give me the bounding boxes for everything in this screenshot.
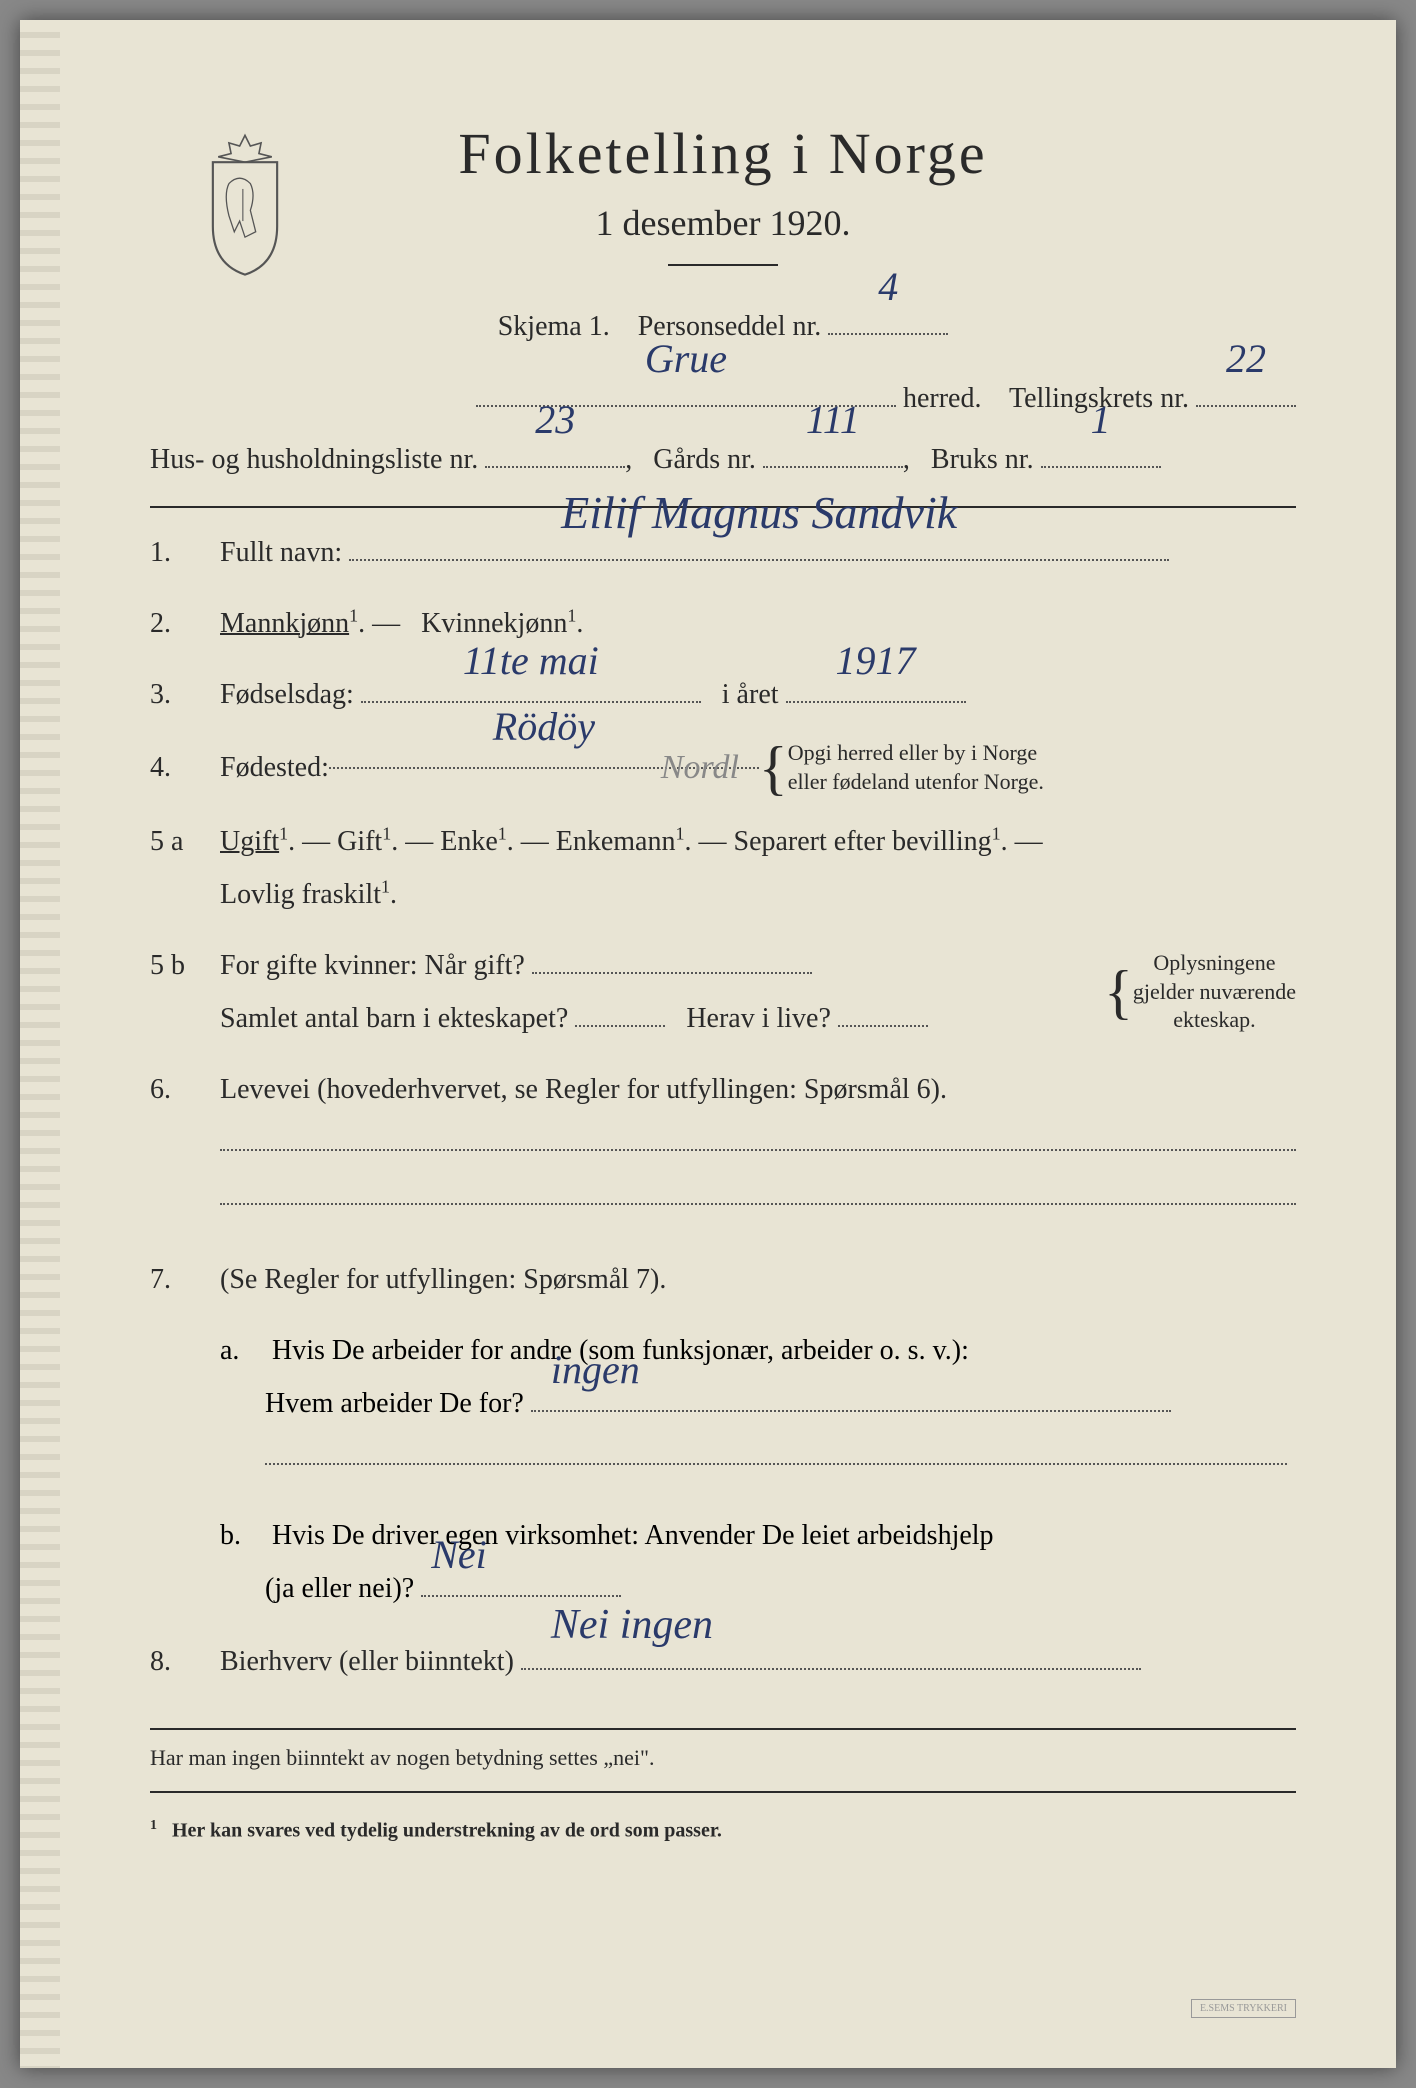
title-divider [668, 264, 778, 266]
census-form-page: Folketelling i Norge 1 desember 1920. Sk… [20, 20, 1396, 2068]
q7b-value: Nei [421, 1517, 621, 1593]
form-date: 1 desember 1920. [150, 202, 1296, 244]
q6-num: 6. [150, 1074, 220, 1106]
form-header: Folketelling i Norge 1 desember 1920. [150, 120, 1296, 266]
question-8: 8. Bierhverv (eller biinntekt) Nei ingen [150, 1635, 1296, 1688]
q2-num: 2. [150, 608, 220, 640]
q7a-field2 [265, 1463, 1287, 1465]
q5a-ugift: Ugift [220, 826, 279, 857]
tellingskrets-field: 22 [1196, 405, 1296, 407]
section-divider-2 [150, 1728, 1296, 1730]
q8-value: Nei ingen [521, 1586, 1141, 1666]
herred-label: herred. [903, 383, 982, 414]
q5b-label1: For gifte kvinner: Når gift? [220, 950, 525, 981]
q5b-brace: { [1104, 968, 1133, 1016]
q5b-label3: Herav i live? [686, 1003, 831, 1034]
q8-label: Bierhverv (eller biinntekt) [220, 1646, 514, 1677]
q8-field: Nei ingen [521, 1668, 1141, 1670]
q5a-num: 5 a [150, 826, 220, 858]
q4-note: Opgi herred eller by i Norge eller fødel… [788, 739, 1044, 796]
q4-extra: Nordl [661, 736, 739, 801]
question-7: 7. (Se Regler for utfyllingen: Spørsmål … [150, 1253, 1296, 1306]
q5a-enkemann: Enkemann [556, 826, 676, 857]
q5b-field2 [575, 1025, 665, 1027]
q3-day-value: 11te mai [361, 623, 701, 699]
question-1: 1. Fullt navn: Eilif Magnus Sandvik [150, 526, 1296, 579]
form-title: Folketelling i Norge [150, 120, 1296, 187]
q7a-field: ingen [531, 1410, 1171, 1412]
q3-num: 3. [150, 679, 220, 711]
question-6: 6. Levevei (hovederhvervet, se Regler fo… [150, 1063, 1296, 1223]
q7-label: (Se Regler for utfyllingen: Spørsmål 7). [220, 1264, 666, 1295]
gards-value: 111 [763, 376, 903, 464]
q5a-gift: Gift [337, 826, 382, 857]
perforation-edge [20, 20, 60, 2068]
q5b-note: Oplysningene gjelder nuværende ekteskap. [1133, 949, 1296, 1035]
q4-note1: Opgi herred eller by i Norge [788, 740, 1037, 765]
q2-sup1: 1 [349, 606, 358, 626]
q6-field2 [220, 1203, 1296, 1205]
gards-field: 111 [763, 466, 903, 468]
q1-value: Eilif Magnus Sandvik [349, 469, 1169, 556]
q4-brace: { [759, 744, 788, 792]
bruks-field: 1 [1041, 466, 1161, 468]
q1-field: Eilif Magnus Sandvik [349, 559, 1169, 561]
q6-label: Levevei (hovederhvervet, se Regler for u… [220, 1074, 947, 1105]
q5b-num: 5 b [150, 950, 220, 982]
husliste-field: 23 [485, 466, 625, 468]
q5a-fraskilt: Lovlig fraskilt [220, 879, 381, 910]
question-5a: 5 a Ugift1. — Gift1. — Enke1. — Enkemann… [150, 815, 1296, 921]
footnote-1: Har man ingen biinntekt av nogen betydni… [150, 1745, 1296, 1771]
q5a-enke: Enke [440, 826, 498, 857]
question-2: 2. Mannkjønn1. — Kvinnekjønn1. [150, 597, 1296, 650]
q7b-line2: (ja eller nei)? [265, 1573, 414, 1604]
q4-field: Rödöy Nordl [329, 767, 759, 769]
q1-num: 1. [150, 537, 220, 569]
q7a-letter: a. [220, 1324, 265, 1377]
coat-of-arms [190, 130, 300, 280]
q8-num: 8. [150, 1646, 220, 1678]
bruks-value: 1 [1041, 376, 1161, 464]
tellingskrets-value: 22 [1196, 315, 1296, 403]
q7b-line1: Hvis De driver egen virksomhet: Anvender… [272, 1520, 994, 1551]
q4-note2: eller fødeland utenfor Norge. [788, 769, 1044, 794]
q5b-field3 [838, 1025, 928, 1027]
q2-mann: Mannkjønn [220, 608, 349, 639]
q7-num: 7. [150, 1264, 220, 1296]
q4-num: 4. [150, 752, 220, 784]
q3-year-field: 1917 [786, 701, 966, 703]
q7b-letter: b. [220, 1509, 265, 1562]
question-4: 4. Fødested: Rödöy Nordl { Opgi herred e… [150, 739, 1296, 796]
q3-year-value: 1917 [786, 623, 966, 699]
q5b-label2: Samlet antal barn i ekteskapet? [220, 1003, 568, 1034]
q4-label: Fødested: [220, 741, 329, 794]
footnote-2: 1 Her kan svares ved tydelig understrekn… [150, 1818, 1296, 1843]
husliste-value: 23 [485, 376, 625, 464]
printer-stamp: E.SEMS TRYKKERI [1191, 1999, 1296, 2018]
question-5b: 5 b For gifte kvinner: Når gift? Samlet … [150, 939, 1296, 1045]
q6-field1 [220, 1149, 1296, 1151]
q5a-separert: Separert efter bevilling [734, 826, 992, 857]
section-divider-3 [150, 1791, 1296, 1793]
question-7a: a. Hvis De arbeider for andre (som funks… [220, 1324, 1296, 1484]
q7a-line2: Hvem arbeider De for? [265, 1388, 524, 1419]
q7a-value: ingen [531, 1332, 1171, 1408]
q1-label: Fullt navn: [220, 537, 342, 568]
q5b-field1 [532, 972, 812, 974]
